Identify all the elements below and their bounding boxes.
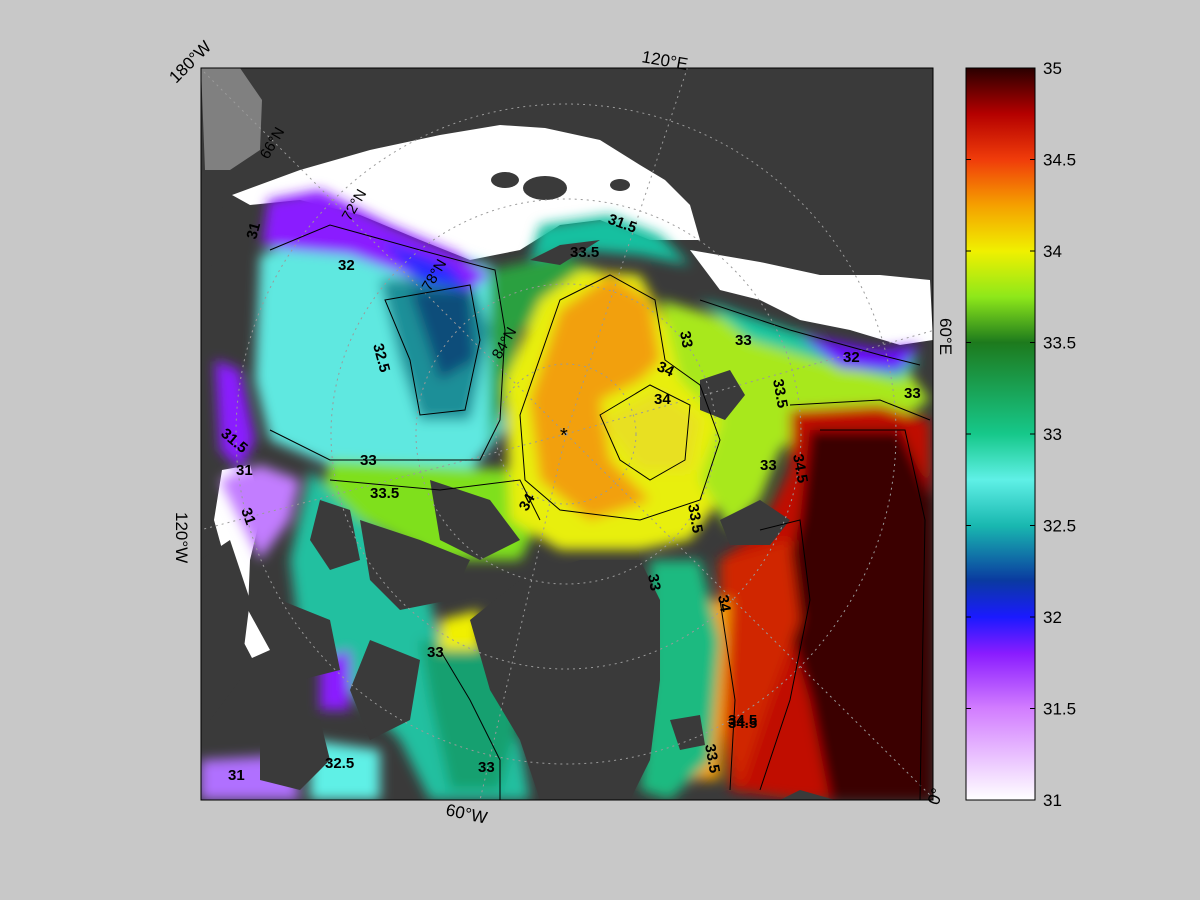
colorbar-tick-label: 33.5 xyxy=(1043,334,1076,353)
contour-label: 33 xyxy=(478,759,495,776)
contour-label: 33.5 xyxy=(570,244,599,261)
contour-label: 34 xyxy=(654,391,671,408)
lon-60e-label: 60°E xyxy=(936,318,955,355)
contour-label: 34 xyxy=(654,358,677,381)
latitude-circle-66n xyxy=(235,103,897,765)
lon-120w-label: 120°W xyxy=(172,512,191,563)
contour-label: 33.5 xyxy=(370,485,399,502)
colorbar-tick-label: 32 xyxy=(1043,608,1062,627)
contour-label: 34.5 xyxy=(789,453,811,485)
latitude-circle-84n xyxy=(495,363,637,505)
lon-60w-label: 60°W xyxy=(444,800,489,827)
salinity-contours xyxy=(269,224,931,800)
contour-label: 32 xyxy=(843,349,860,366)
contour-label: 33 xyxy=(904,385,921,402)
contour-label: 31 xyxy=(237,506,259,527)
colorbar-tick-label: 35 xyxy=(1043,59,1062,78)
lon-0-label: 0° xyxy=(924,786,947,808)
contour-label: 33 xyxy=(760,457,777,474)
land-mask-gray xyxy=(201,68,262,170)
contour-label: 34.5 xyxy=(728,712,757,729)
north-pole-marker: * xyxy=(560,425,568,447)
contour-label: 33 xyxy=(676,330,696,349)
contour-label: 33 xyxy=(735,332,752,349)
colorbar-tick-label: 34 xyxy=(1043,242,1062,261)
contour-label: 32 xyxy=(338,257,355,274)
contour-label: 33 xyxy=(644,573,664,592)
contour-label: 33 xyxy=(427,644,444,661)
latitude-circle-78n xyxy=(415,283,717,585)
colorbar-tick-label: 34.5 xyxy=(1043,151,1076,170)
contour-label: 32.5 xyxy=(325,755,354,772)
contour-label: 31 xyxy=(243,221,264,242)
contour-label: 33 xyxy=(360,452,377,469)
contour-label: 33.5 xyxy=(769,378,791,410)
contour-label: 33.5 xyxy=(684,503,706,535)
ice-islands xyxy=(491,172,630,200)
contour-label: 32.5 xyxy=(369,342,393,375)
colorbar-tick-label: 31.5 xyxy=(1043,700,1076,719)
colorbar: 31 31.5 32 32.5 33 33.5 34 34.5 35 xyxy=(965,59,1076,810)
colorbar-tick-label: 33 xyxy=(1043,425,1062,444)
contour-label: 31 xyxy=(236,462,253,479)
graticule xyxy=(201,68,933,800)
contour-label: 34 xyxy=(714,594,734,614)
contour-label: 34 xyxy=(516,490,539,514)
colorbar-tick-label: 31 xyxy=(1043,791,1062,810)
land-masses xyxy=(201,200,835,800)
contour-label: 34.5 xyxy=(728,715,757,732)
colorbar-gradient xyxy=(965,67,1036,801)
colorbar-tick-label: 32.5 xyxy=(1043,517,1076,536)
contour-label: 31 xyxy=(228,767,245,784)
latitude-circle-72n xyxy=(330,198,802,670)
colorbar-ticks: 31 31.5 32 32.5 33 33.5 34 34.5 35 xyxy=(966,59,1076,810)
contour-label: 33.5 xyxy=(701,743,723,775)
map-frame xyxy=(200,67,934,801)
map-panel: 31 31.5 32 32.5 33 33.5 34 34.5 31 31.5 … xyxy=(201,68,933,800)
